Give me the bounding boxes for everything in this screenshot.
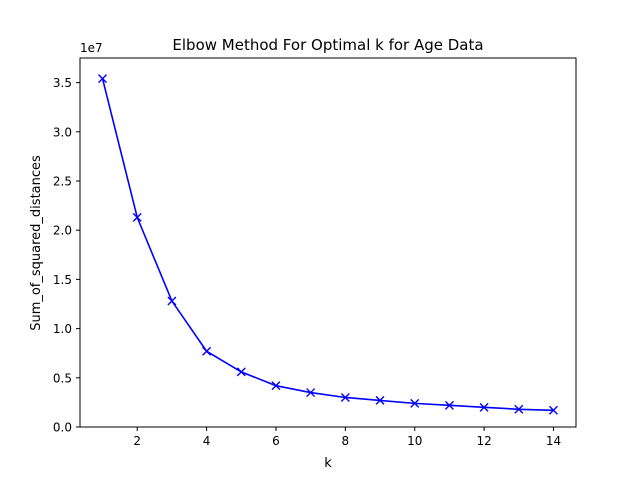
y-tick-label: 3.0 [53, 125, 72, 139]
data-point-marker [340, 392, 350, 402]
data-point-marker [444, 400, 454, 410]
y-tick-label: 2.5 [53, 175, 72, 189]
plot-layer [98, 74, 558, 415]
x-tick-label: 12 [476, 434, 491, 448]
x-tick-label: 14 [546, 434, 561, 448]
data-point-marker [548, 405, 558, 415]
x-axis-label: k [324, 456, 332, 471]
series-line [101, 78, 554, 412]
y-axis-label: Sum_of_squared_distances [29, 155, 44, 331]
data-point-marker [98, 74, 108, 84]
data-point-marker [375, 395, 385, 405]
data-point-marker [167, 296, 177, 306]
data-point-marker [132, 212, 142, 222]
y-tick-label: 1.0 [53, 322, 72, 336]
y-tick-label: 1.5 [53, 273, 72, 287]
chart-title: Elbow Method For Optimal k for Age Data [172, 36, 483, 54]
x-tick-label: 6 [272, 434, 280, 448]
data-point-marker [271, 381, 281, 391]
data-point-marker [236, 367, 246, 377]
y-offset-label: 1e7 [80, 41, 103, 55]
data-point-marker [479, 402, 489, 412]
x-tick-label: 10 [407, 434, 422, 448]
data-point-marker [202, 346, 212, 356]
data-point-marker [306, 388, 316, 398]
y-tick-label: 2.0 [53, 224, 72, 238]
plot-frame [79, 57, 577, 428]
x-tick-label: 2 [133, 434, 141, 448]
y-tick-label: 0.5 [53, 371, 72, 385]
data-point-marker [514, 404, 524, 414]
x-tick-label: 4 [203, 434, 211, 448]
ticks-layer: 2 4 6 8 10 12 14 0.0 0.5 1.0 1.5 2.0 2.5 3.0 3.5 [53, 76, 561, 448]
y-tick-label: 3.5 [53, 76, 72, 90]
data-point-marker [410, 398, 420, 408]
y-tick-label: 0.0 [53, 421, 72, 435]
x-tick-label: 8 [342, 434, 350, 448]
